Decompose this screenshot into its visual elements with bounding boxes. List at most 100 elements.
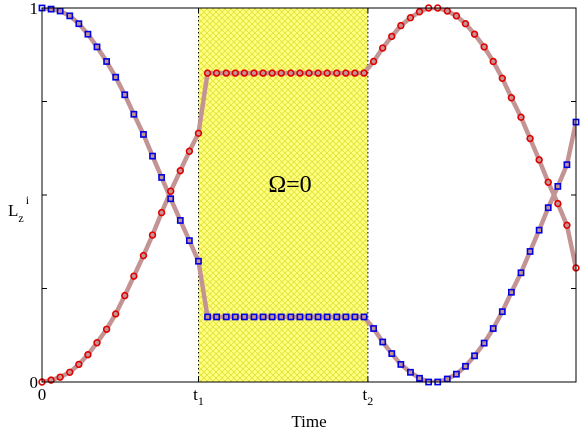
series-1-point-5: [75, 360, 83, 369]
series-1-point-13: [148, 231, 157, 239]
series-2-point-58: [563, 161, 571, 169]
series-1-point-2: [47, 376, 55, 384]
series-1-point-35: [351, 69, 359, 77]
series-1-point-33: [333, 69, 341, 77]
x-tick-label-3: t2: [363, 385, 374, 408]
series-2-point-24: [250, 313, 258, 321]
series-1-point-47: [461, 20, 470, 28]
series-1-point-6: [84, 350, 92, 359]
series-2-point-52: [507, 288, 515, 296]
series-1-point-3: [56, 373, 64, 381]
series-1-point-14: [157, 208, 166, 217]
series-2-point-23: [240, 313, 248, 321]
series-line-1: [42, 8, 576, 382]
series-2-point-40: [397, 361, 405, 368]
series-1-point-19: [203, 69, 212, 77]
series-2-point-27: [277, 313, 285, 321]
series-2-point-56: [544, 204, 552, 212]
x-tick-label-1: 0: [38, 385, 47, 404]
series-2-point-51: [498, 308, 506, 316]
x-tick-label-2: t1: [193, 385, 204, 408]
series-2-point-6: [84, 30, 92, 38]
series-2-point-2: [47, 5, 55, 13]
series-1-point-27: [277, 69, 285, 77]
series-1-point-52: [507, 94, 516, 102]
series-1-point-11: [130, 272, 138, 280]
series-2-point-31: [314, 313, 322, 321]
series-1-point-37: [369, 57, 378, 66]
series-1-point-25: [259, 69, 267, 77]
x-axis-label: Time: [291, 412, 326, 431]
series-2-point-55: [535, 226, 543, 234]
series-2-point-15: [167, 195, 175, 203]
series-1-point-30: [305, 69, 313, 77]
series-1-point-7: [93, 339, 101, 347]
series-1-point-57: [554, 199, 562, 208]
series-2-point-57: [554, 182, 562, 190]
y-axis-label-sub: z: [18, 211, 23, 225]
series-2-point-25: [259, 313, 267, 321]
series-1-point-34: [342, 69, 350, 77]
x-tick-label-3-sub: 2: [367, 394, 373, 408]
series-2-point-32: [323, 313, 331, 321]
series-1-point-23: [240, 69, 249, 77]
series-2-point-9: [112, 73, 120, 81]
series-1-point-20: [212, 69, 221, 77]
series-2-point-22: [231, 313, 239, 321]
series-1-point-39: [388, 32, 396, 41]
series-1-point-10: [121, 291, 129, 300]
series-2-point-33: [333, 313, 341, 321]
series-1-point-12: [139, 251, 148, 260]
series-1-point-55: [535, 156, 543, 164]
series-1-point-49: [480, 43, 488, 51]
series-2-point-37: [370, 325, 378, 332]
series-2-point-20: [213, 313, 221, 321]
x-tick-label-1-main: 0: [38, 385, 47, 404]
series-1-point-17: [185, 147, 194, 155]
series-2-point-39: [388, 350, 396, 357]
series-1-point-28: [287, 69, 295, 77]
series-2-point-48: [471, 352, 478, 360]
series-1-point-26: [268, 69, 276, 77]
series-1-point-53: [517, 113, 525, 121]
series-2-point-5: [75, 20, 83, 28]
series-line-2: [42, 8, 576, 382]
series-2-point-29: [296, 313, 304, 321]
series-1-point-31: [314, 69, 322, 77]
series-2-point-36: [360, 313, 368, 321]
series-1-point-32: [323, 69, 331, 77]
series-2-point-26: [268, 313, 276, 321]
series-2-point-16: [176, 217, 184, 224]
series-2-point-35: [351, 313, 359, 321]
series-2-point-13: [149, 152, 156, 160]
series-2-point-53: [517, 269, 525, 277]
y-tick-label-1: 0: [30, 373, 39, 392]
series-2-point-30: [305, 313, 313, 321]
series-1-point-50: [489, 57, 497, 66]
series-2-point-38: [379, 338, 387, 346]
series-2-point-18: [195, 257, 202, 265]
series-2-point-50: [489, 325, 497, 332]
series-2-point-54: [526, 248, 534, 255]
series-2-point-12: [140, 131, 147, 138]
series-1-point-8: [102, 325, 111, 333]
series-2-point-41: [407, 368, 414, 376]
y-axis-label-sup: i: [26, 193, 30, 207]
series-1-point-38: [378, 44, 387, 52]
series-2-point-8: [103, 58, 111, 65]
series-1-point-40: [397, 21, 405, 30]
series-2-point-7: [93, 43, 101, 51]
x-tick-label-2-sub: 1: [198, 394, 204, 408]
series-1-point-46: [452, 12, 461, 20]
series-1-point-24: [250, 69, 258, 77]
series-1-point-58: [563, 221, 571, 229]
series-1-point-15: [166, 187, 175, 195]
series-2-point-21: [222, 313, 230, 321]
series-2-point-11: [130, 110, 138, 118]
series-2-point-47: [462, 362, 469, 370]
series-2-point-28: [287, 313, 295, 321]
series-1-point-56: [544, 178, 552, 186]
series-2-point-10: [121, 91, 129, 99]
series-2-point-14: [158, 174, 166, 181]
series-2-point-4: [66, 12, 74, 20]
